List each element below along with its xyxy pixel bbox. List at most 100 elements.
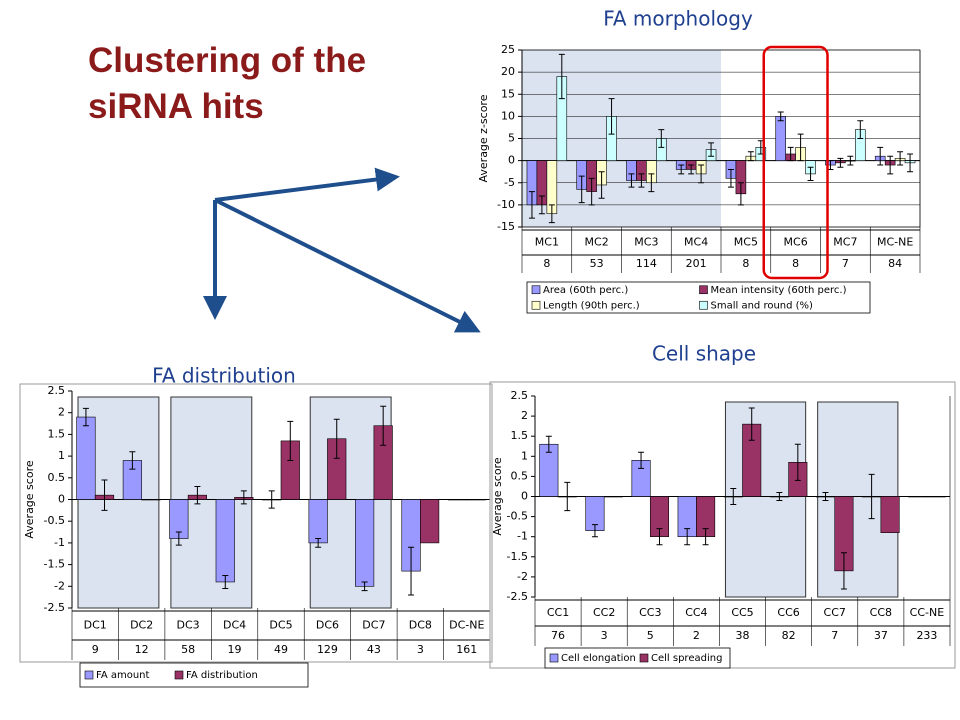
error-bar (787, 146, 794, 162)
y-tick-label: -1.5 (44, 558, 65, 571)
error-bar (877, 146, 884, 166)
x-tick-label: DC7 (362, 619, 385, 632)
y-tick-label: 1 (521, 449, 528, 462)
x-tick-label: MC2 (585, 236, 609, 249)
count-label: 12 (135, 643, 149, 656)
y-axis-label: Average score (491, 457, 504, 535)
x-tick-label: DC2 (130, 619, 153, 632)
y-tick-label: -2 (517, 570, 528, 583)
legend-swatch (531, 300, 541, 310)
error-bar (608, 98, 615, 135)
arrow (214, 198, 481, 333)
count-label: 9 (92, 643, 99, 656)
legend-swatch (549, 653, 559, 663)
x-tick-label: CC6 (777, 606, 799, 619)
error-bar (548, 204, 555, 224)
count-label: 2 (693, 629, 700, 642)
y-tick-label: -2.5 (44, 601, 65, 614)
count-label: 76 (551, 629, 565, 642)
y-tick-label: -2.5 (507, 590, 528, 603)
error-bar (564, 481, 571, 512)
count-label: 7 (831, 629, 838, 642)
error-bar (82, 407, 89, 427)
legend-label: FA amount (96, 670, 150, 681)
legend-swatch (84, 670, 94, 680)
y-tick-label: -0.5 (507, 510, 528, 523)
error-bar (591, 524, 598, 538)
y-tick-label: 20 (501, 65, 515, 78)
error-bar (837, 157, 844, 168)
y-tick-label: 5 (508, 132, 515, 145)
error-bar (287, 420, 294, 461)
count-label: 53 (590, 257, 604, 270)
legend-label: Area (60th perc.) (543, 285, 628, 296)
y-tick-label: 1.5 (48, 427, 66, 440)
y-tick-label: 25 (501, 43, 515, 56)
y-axis-label: Average score (23, 460, 36, 538)
y-tick-label: 15 (501, 87, 515, 100)
error-bar (578, 175, 585, 204)
bar (420, 499, 440, 544)
count-label: 49 (274, 643, 288, 656)
error-bar (628, 173, 635, 188)
error-bar (101, 479, 108, 511)
x-tick-label: CC7 (824, 606, 846, 619)
count-label: 8 (742, 257, 749, 270)
error-bar (380, 405, 387, 446)
error-bar (528, 191, 535, 219)
error-bar (847, 155, 854, 166)
y-tick-label: 0.5 (48, 471, 66, 484)
y-tick-label: -1.5 (507, 550, 528, 563)
arrow (214, 167, 400, 202)
bar (880, 496, 900, 533)
count-label: 201 (686, 257, 707, 270)
error-bar (333, 418, 340, 459)
error-bar (588, 177, 595, 206)
error-bar (194, 485, 201, 505)
y-tick-label: 0.5 (511, 469, 529, 482)
y-tick-label: 2 (58, 406, 65, 419)
legend-swatch (174, 670, 184, 680)
y-tick-label: -2 (54, 579, 65, 592)
count-label: 233 (916, 629, 937, 642)
error-bar (240, 490, 247, 505)
x-tick-label: DC4 (223, 619, 246, 632)
error-bar (648, 173, 655, 193)
count-label: 82 (782, 629, 796, 642)
error-bar (807, 166, 814, 182)
legend-label: Length (90th perc.) (543, 300, 640, 311)
count-label: 114 (636, 257, 657, 270)
count-label: 5 (647, 629, 654, 642)
x-tick-label: MC7 (833, 236, 857, 249)
legend-label: Cell spreading (651, 653, 722, 664)
error-bar (315, 538, 322, 548)
y-tick-label: -10 (497, 198, 515, 211)
y-tick-label: 0 (508, 154, 515, 167)
error-bar (638, 451, 645, 469)
bar (76, 416, 96, 500)
error-bar (175, 531, 182, 546)
bar (908, 496, 928, 498)
legend-box (544, 647, 731, 669)
bar (141, 499, 161, 501)
error-bar (545, 435, 552, 453)
y-axis-label: Average z-score (477, 94, 490, 182)
count-label: 7 (842, 257, 849, 270)
bar (447, 499, 468, 501)
error-bar (558, 53, 565, 100)
y-tick-label: -1 (54, 536, 65, 549)
x-tick-label: MC-NE (877, 236, 913, 249)
count-label: 161 (456, 643, 477, 656)
y-tick-label: 2.5 (511, 389, 529, 402)
count-label: 3 (417, 643, 424, 656)
count-label: 38 (736, 629, 750, 642)
x-tick-label: MC4 (684, 236, 708, 249)
bar (215, 499, 235, 583)
error-bar (776, 491, 783, 502)
bar (308, 499, 328, 544)
legend-swatch (699, 300, 708, 310)
legend-box (79, 662, 309, 688)
x-tick-label: DC1 (84, 619, 107, 632)
